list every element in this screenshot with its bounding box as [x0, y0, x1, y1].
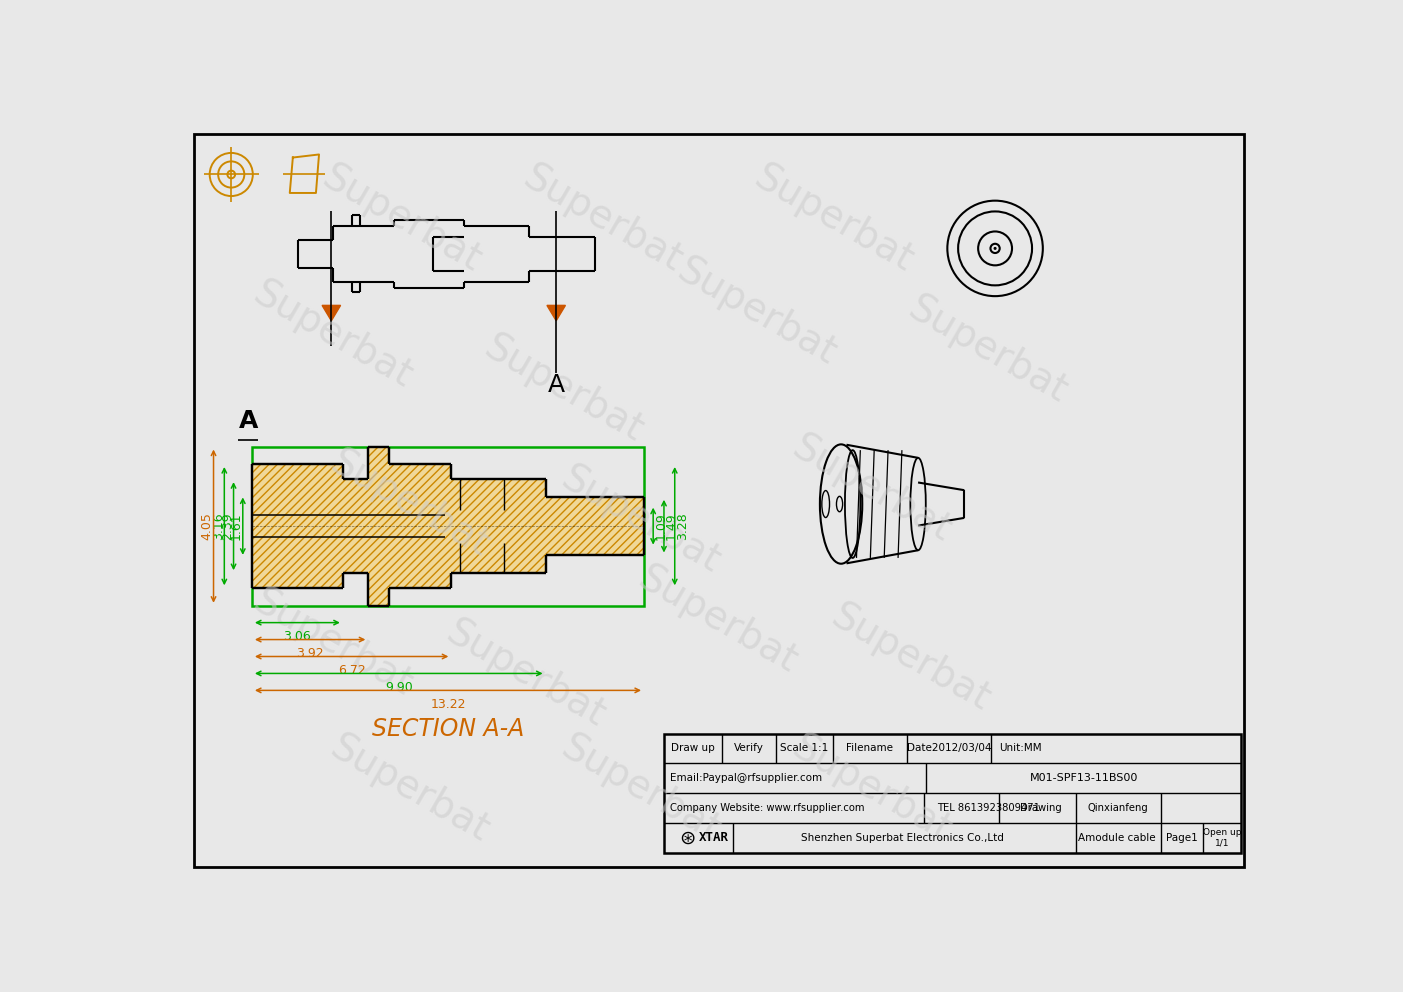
- Text: Superbat: Superbat: [554, 458, 727, 580]
- Text: TEL 8613923809471: TEL 8613923809471: [937, 804, 1041, 813]
- Text: XTAR: XTAR: [699, 831, 730, 844]
- Circle shape: [993, 247, 996, 250]
- Bar: [452, 479, 546, 573]
- Text: Superbat: Superbat: [901, 290, 1073, 411]
- Text: Superbat: Superbat: [324, 443, 497, 564]
- Text: 6.72: 6.72: [338, 665, 366, 678]
- Bar: [546, 497, 644, 556]
- Polygon shape: [323, 306, 341, 320]
- Text: ⊛: ⊛: [679, 828, 696, 847]
- Polygon shape: [547, 306, 565, 320]
- Text: Unit:MM: Unit:MM: [999, 743, 1041, 753]
- Text: Superbat: Superbat: [439, 613, 612, 734]
- Text: Amodule cable: Amodule cable: [1078, 833, 1156, 843]
- Text: Superbat: Superbat: [247, 274, 419, 396]
- Text: Superbat: Superbat: [477, 327, 650, 449]
- Text: Drawing: Drawing: [1020, 804, 1062, 813]
- Text: 1.61: 1.61: [230, 512, 243, 540]
- Text: Superbat: Superbat: [316, 159, 488, 280]
- Text: Superbat: Superbat: [324, 728, 497, 850]
- Text: Superbat: Superbat: [247, 582, 419, 703]
- Text: 3.92: 3.92: [296, 647, 324, 661]
- Text: Superbat: Superbat: [554, 728, 727, 850]
- Text: Date2012/03/04: Date2012/03/04: [906, 743, 991, 753]
- Text: Shenzhen Superbat Electronics Co.,Ltd: Shenzhen Superbat Electronics Co.,Ltd: [801, 833, 1005, 843]
- Bar: [253, 446, 644, 606]
- Bar: [253, 464, 342, 588]
- Text: Company Website: www.rfsupplier.com: Company Website: www.rfsupplier.com: [671, 804, 864, 813]
- Text: 3.28: 3.28: [676, 512, 689, 540]
- Text: 3.16: 3.16: [212, 512, 224, 540]
- Text: Superbat: Superbat: [516, 159, 689, 280]
- Text: Superbat: Superbat: [746, 159, 920, 280]
- Text: Verify: Verify: [734, 743, 763, 753]
- Text: Email:Paypal@rfsupplier.com: Email:Paypal@rfsupplier.com: [671, 773, 822, 784]
- Bar: [253, 464, 342, 588]
- Text: Superbat: Superbat: [824, 597, 996, 719]
- Text: A: A: [547, 373, 565, 397]
- Text: 4.05: 4.05: [201, 512, 213, 540]
- Text: A: A: [239, 409, 258, 433]
- Text: Page1: Page1: [1166, 833, 1197, 843]
- Text: Filename: Filename: [846, 743, 894, 753]
- Text: 3.06: 3.06: [283, 630, 311, 644]
- Text: Superbat: Superbat: [786, 728, 958, 850]
- Text: Superbat: Superbat: [786, 428, 958, 550]
- Text: 13.22: 13.22: [431, 698, 466, 711]
- Bar: [342, 479, 368, 573]
- Bar: [664, 733, 1242, 853]
- Text: Superbat: Superbat: [671, 251, 843, 372]
- Text: M01-SPF13-11BS00: M01-SPF13-11BS00: [1030, 773, 1138, 784]
- Text: 2.39: 2.39: [220, 512, 234, 540]
- Text: SECTION A-A: SECTION A-A: [372, 717, 525, 741]
- Text: Superbat: Superbat: [631, 558, 804, 681]
- Text: Draw up: Draw up: [671, 743, 714, 753]
- Bar: [389, 464, 452, 588]
- Text: 1.09: 1.09: [654, 512, 668, 540]
- Text: 9.90: 9.90: [384, 682, 412, 694]
- Text: Scale 1:1: Scale 1:1: [780, 743, 829, 753]
- Text: 1.49: 1.49: [665, 512, 678, 540]
- Text: Open up
1/1: Open up 1/1: [1202, 828, 1242, 847]
- Text: Qinxianfeng: Qinxianfeng: [1087, 804, 1149, 813]
- Bar: [368, 446, 389, 606]
